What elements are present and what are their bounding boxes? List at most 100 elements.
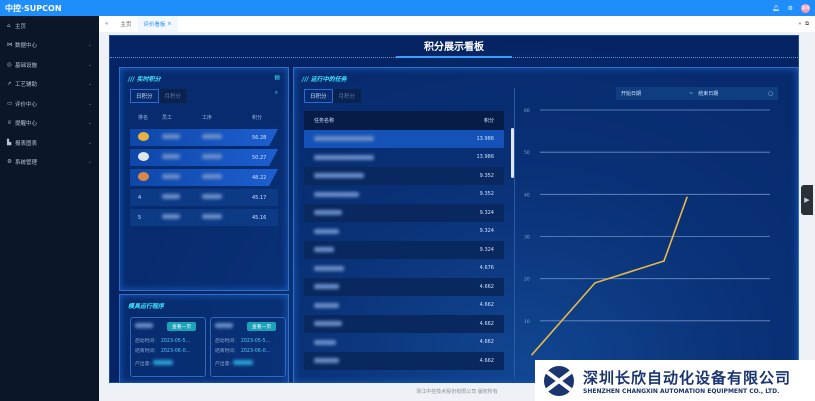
tab-monthly[interactable]: 月积分 bbox=[332, 89, 362, 103]
sidebar-item-label: 工艺辅助 bbox=[15, 82, 38, 89]
sidebar-item[interactable]: ⌂ 主页 bbox=[0, 16, 99, 36]
score: 9.324 bbox=[479, 228, 494, 235]
view-button[interactable]: 查看一页 bbox=[167, 322, 197, 331]
table-row[interactable]: 56.28 bbox=[130, 129, 278, 146]
data-point[interactable] bbox=[663, 260, 665, 262]
mold-card[interactable]: 查看一页 启动时间: 2023-05-5... 结束时间: 2023-06-0...… bbox=[210, 317, 286, 377]
avatar[interactable]: 管理 bbox=[801, 3, 810, 13]
medal-icon bbox=[138, 152, 149, 161]
sidebar-item[interactable]: ◎ 基础设施 ⌄ bbox=[0, 55, 99, 75]
collapse-icon[interactable]: « bbox=[105, 21, 109, 27]
sidebar-item-label: 数据中心 bbox=[15, 43, 38, 50]
chat-icon: ▭ bbox=[7, 100, 13, 107]
table-row[interactable]: 13.986 bbox=[304, 129, 504, 148]
expand-icon[interactable]: » ⧉ bbox=[798, 20, 809, 27]
sidebar-item-label: 系统管理 bbox=[15, 160, 38, 167]
mold-panel: 模具运行程序 查看一页 启动时间: 2023-05-5... 结束时间: 2023-… bbox=[119, 294, 289, 384]
home-icon: ⌂ bbox=[7, 22, 11, 29]
tab-evaluation-board[interactable]: 评价看板 × bbox=[137, 16, 178, 32]
table-row[interactable]: 9.324 bbox=[304, 203, 504, 222]
medal-icon bbox=[138, 132, 149, 141]
list-icon[interactable]: ▤ bbox=[274, 74, 280, 81]
score: 50.27 bbox=[252, 154, 267, 161]
score: 56.28 bbox=[252, 134, 267, 141]
tab-label: 评价看板 bbox=[143, 22, 166, 28]
divider bbox=[514, 88, 515, 378]
sidebar-item[interactable]: ♕ 提醒中心 ⌄ bbox=[0, 114, 99, 134]
end-date[interactable]: 结束日期 bbox=[698, 91, 719, 97]
y-tick-label: 30 bbox=[524, 235, 530, 241]
score: 4.662 bbox=[479, 302, 494, 309]
table-row[interactable]: 9.352 bbox=[304, 185, 504, 204]
dashboard: 积分展示看板 /// 实时积分 ▤ 日积分 月积分 ⌕ 排名 员工 工序 积分 56.2… bbox=[109, 35, 799, 384]
sidebar-item[interactable]: ⚙ 系统管理 ⌄ bbox=[0, 153, 99, 173]
table-row[interactable]: 4.662 bbox=[304, 314, 504, 333]
score: 45.16 bbox=[252, 214, 267, 221]
score: 9.352 bbox=[479, 172, 494, 179]
score: 4.662 bbox=[479, 320, 494, 327]
sidebar-item[interactable]: ▭ 评价中心 ⌄ bbox=[0, 94, 99, 114]
table-row[interactable]: 9.324 bbox=[304, 222, 504, 241]
sidebar-item-label: 主页 bbox=[15, 23, 27, 30]
tab-daily[interactable]: 日积分 bbox=[130, 89, 159, 103]
y-tick-label: 10 bbox=[524, 319, 530, 325]
chevron-down-icon: ⌄ bbox=[87, 81, 92, 88]
board-header: 积分展示看板 bbox=[110, 36, 798, 58]
sidebar-item[interactable]: ➚ 工艺辅助 ⌄ bbox=[0, 75, 99, 95]
tab-daily[interactable]: 日积分 bbox=[304, 89, 333, 103]
table-row[interactable]: 50.27 bbox=[130, 149, 278, 166]
panel-title: 模具运行程序 bbox=[128, 303, 165, 310]
table-row[interactable]: 4.662 bbox=[304, 296, 504, 315]
watermark: 深圳长欣自动化设备有限公司 SHENZHEN CHANGXIN AUTOMATIO… bbox=[535, 360, 815, 401]
sidebar: ⌂ 主页 ⋈ 数据中心 ⌄ ◎ 基础设施 ⌄ ➚ 工艺辅助 ⌄ ▭ 评价中心 ⌄ ♕ 提醒中心 ⌄ ▙ 报表图表 ⌄ ⚙… bbox=[0, 16, 99, 401]
score: 9.324 bbox=[479, 246, 494, 253]
chevron-down-icon: ⌄ bbox=[87, 42, 92, 49]
tab-home[interactable]: 主页 bbox=[120, 22, 132, 28]
date-range-picker[interactable]: 开始日期 ~ 结束日期 ▢ bbox=[616, 87, 778, 100]
rank: 5 bbox=[138, 214, 142, 221]
search-icon[interactable]: ⌕ bbox=[274, 89, 278, 96]
sidebar-item[interactable]: ▙ 报表图表 ⌄ bbox=[0, 133, 99, 153]
scrollbar[interactable] bbox=[511, 128, 514, 178]
start-date[interactable]: 开始日期 bbox=[621, 91, 642, 97]
score: 48.22 bbox=[252, 174, 267, 181]
y-tick-label: 40 bbox=[524, 192, 530, 198]
view-button[interactable]: 查看一页 bbox=[247, 322, 277, 331]
table-row[interactable]: 9.352 bbox=[304, 166, 504, 185]
panel-title: /// 实时积分 ▤ bbox=[128, 74, 280, 83]
table-row[interactable]: 13.986 bbox=[304, 148, 504, 167]
chevron-down-icon: ⌄ bbox=[87, 61, 92, 68]
table-row[interactable]: 9.324 bbox=[304, 240, 504, 259]
table-row[interactable]: 4.662 bbox=[304, 351, 504, 370]
gear-icon: ⚙ bbox=[7, 159, 12, 166]
table-row[interactable]: 4.676 bbox=[304, 259, 504, 278]
logo: 中控·SUPCON bbox=[5, 3, 62, 13]
realtime-score-panel: /// 实时积分 ▤ 日积分 月积分 ⌕ 排名 员工 工序 积分 56.28 50.27… bbox=[119, 67, 289, 291]
sidebar-item-label: 提醒中心 bbox=[15, 121, 38, 128]
table-row[interactable]: 4.662 bbox=[304, 333, 504, 352]
data-point[interactable] bbox=[531, 353, 533, 356]
settings-icon: ◎ bbox=[7, 61, 12, 68]
sidebar-item[interactable]: ⋈ 数据中心 ⌄ bbox=[0, 36, 99, 56]
score: 9.352 bbox=[479, 191, 494, 198]
data-point[interactable] bbox=[686, 196, 688, 199]
mold-card[interactable]: 查看一页 启动时间: 2023-05-5... 结束时间: 2023-06-0...… bbox=[130, 317, 206, 377]
data-point[interactable] bbox=[594, 282, 596, 284]
rocket-icon: ➚ bbox=[7, 81, 12, 88]
table-row[interactable]: 4.662 bbox=[304, 277, 504, 296]
bell-icon[interactable]: 🔔︎ bbox=[771, 4, 780, 12]
table-header: 任务名称 积分 bbox=[304, 111, 504, 130]
score: 4.662 bbox=[479, 357, 494, 364]
close-icon[interactable]: × bbox=[167, 21, 172, 27]
tab-monthly[interactable]: 月积分 bbox=[158, 89, 188, 103]
tab-bar: « 主页 评价看板 × » ⧉ bbox=[99, 16, 815, 32]
table-row[interactable]: 48.22 bbox=[130, 169, 278, 186]
score: 13.986 bbox=[476, 154, 495, 161]
page-title: 积分展示看板 bbox=[396, 38, 512, 58]
tasks-panel: /// 运行中的任务 日积分 月积分 任务名称 积分 13.986 13.986 9.… bbox=[293, 67, 799, 384]
table-row[interactable]: 5 45.16 bbox=[130, 209, 278, 226]
score-line-chart: 10 20 30 40 50 60 bbox=[524, 108, 770, 356]
expand-arrow-icon[interactable]: ▶ bbox=[801, 185, 813, 215]
table-row[interactable]: 4 45.17 bbox=[130, 189, 278, 206]
gear-icon[interactable]: ⚙ bbox=[787, 4, 793, 12]
